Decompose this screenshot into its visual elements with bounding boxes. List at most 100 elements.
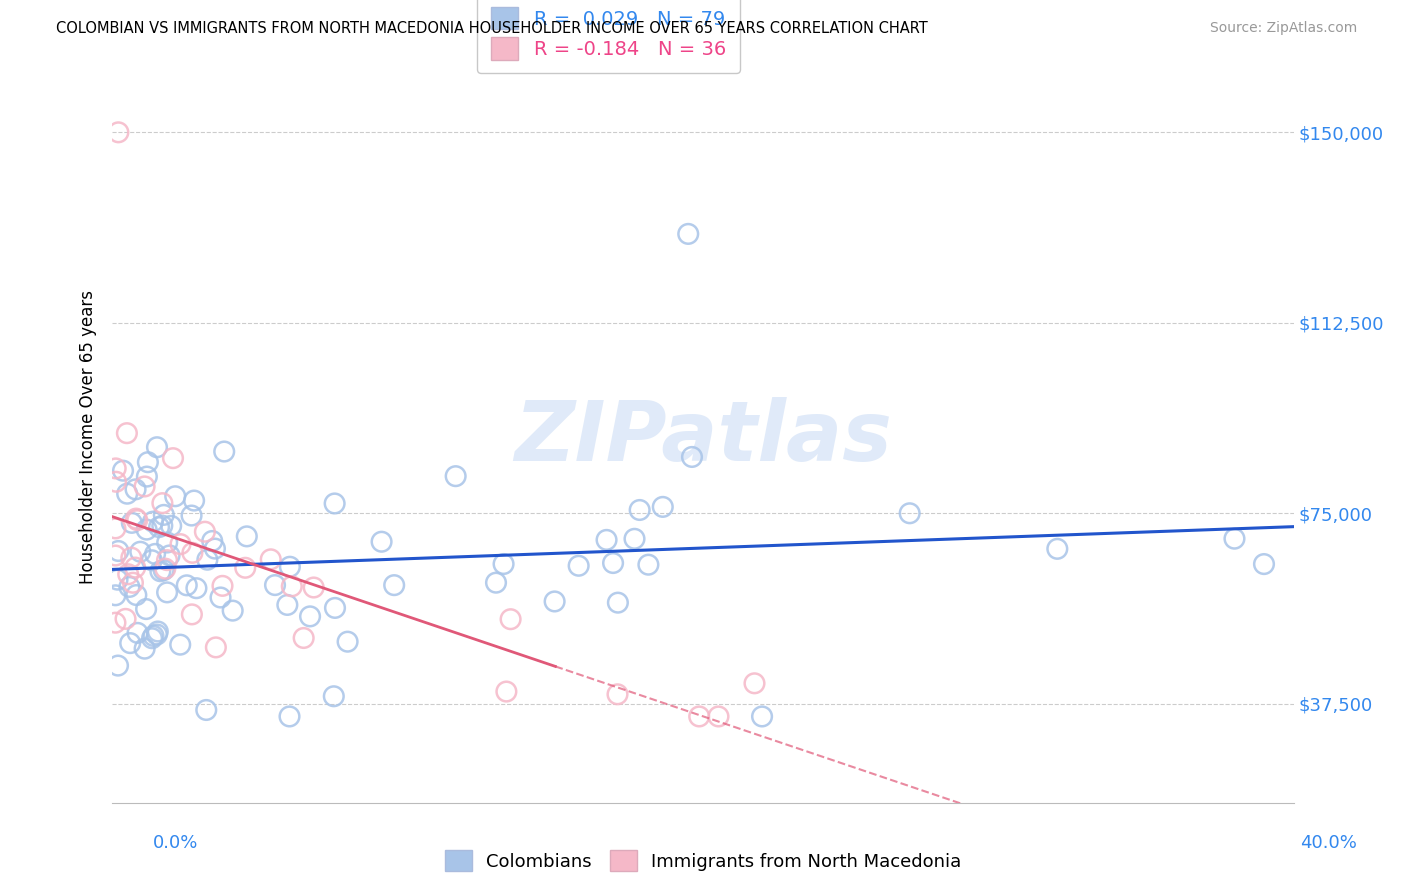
Point — [194, 524, 217, 539]
Point — [233, 561, 256, 575]
Point — [183, 493, 205, 508]
Point — [707, 709, 730, 723]
Point — [107, 658, 129, 673]
Text: COLOMBIAN VS IMMIGRANTS FROM NORTH MACEDONIA HOUSEHOLDER INCOME OVER 65 YEARS CO: COLOMBIAN VS IMMIGRANTS FROM NORTH MACED… — [56, 21, 928, 36]
Legend: Colombians, Immigrants from North Macedonia: Colombians, Immigrants from North Macedo… — [437, 843, 969, 879]
Point — [281, 579, 304, 593]
Point — [150, 518, 173, 533]
Point — [688, 709, 710, 723]
Point — [623, 532, 645, 546]
Point — [180, 508, 202, 523]
Point — [204, 541, 226, 556]
Point — [205, 640, 228, 655]
Point — [152, 563, 174, 577]
Point — [118, 580, 141, 594]
Text: ZIPatlas: ZIPatlas — [515, 397, 891, 477]
Point — [606, 687, 628, 701]
Point — [104, 461, 127, 475]
Point — [898, 506, 921, 520]
Point — [155, 562, 177, 576]
Point — [212, 444, 235, 458]
Point — [176, 578, 198, 592]
Point — [637, 558, 659, 572]
Point — [122, 575, 145, 590]
Point — [141, 631, 163, 645]
Point — [152, 496, 174, 510]
Point — [160, 519, 183, 533]
Point — [169, 638, 191, 652]
Point — [181, 546, 204, 560]
Point — [186, 581, 208, 595]
Point — [127, 626, 149, 640]
Point — [499, 612, 522, 626]
Point — [485, 575, 508, 590]
Point — [134, 479, 156, 493]
Point — [107, 573, 129, 587]
Point — [276, 598, 298, 612]
Point — [236, 529, 259, 543]
Point — [568, 558, 591, 573]
Point — [120, 550, 142, 565]
Point — [681, 450, 703, 464]
Point — [146, 440, 169, 454]
Point — [124, 483, 146, 497]
Point — [143, 547, 166, 561]
Point — [135, 469, 157, 483]
Point — [104, 549, 127, 563]
Point — [336, 634, 359, 648]
Point — [209, 591, 232, 605]
Point — [1253, 557, 1275, 571]
Point — [302, 581, 325, 595]
Point — [292, 631, 315, 645]
Point — [156, 553, 179, 567]
Point — [121, 516, 143, 530]
Point — [142, 629, 165, 643]
Point — [112, 464, 135, 478]
Point — [107, 544, 129, 558]
Point — [628, 503, 651, 517]
Point — [606, 596, 628, 610]
Point — [146, 627, 169, 641]
Point — [492, 557, 515, 571]
Point — [124, 560, 146, 574]
Point — [120, 636, 142, 650]
Point — [678, 227, 700, 241]
Point — [264, 578, 287, 592]
Point — [129, 545, 152, 559]
Point — [105, 475, 128, 489]
Point — [1223, 532, 1246, 546]
Y-axis label: Householder Income Over 65 years: Householder Income Over 65 years — [79, 290, 97, 584]
Point — [146, 624, 169, 639]
Point — [165, 489, 187, 503]
Point — [148, 520, 170, 534]
Point — [323, 496, 346, 510]
Point — [107, 125, 129, 139]
Point — [141, 553, 163, 567]
Legend: R =  0.029   N = 79, R = -0.184   N = 36: R = 0.029 N = 79, R = -0.184 N = 36 — [478, 0, 740, 73]
Point — [382, 578, 405, 592]
Point — [278, 709, 301, 723]
Point — [162, 451, 184, 466]
Point — [135, 523, 157, 537]
Point — [495, 684, 517, 698]
Point — [104, 521, 127, 535]
Text: 40.0%: 40.0% — [1301, 834, 1357, 852]
Point — [751, 709, 773, 723]
Point — [153, 508, 176, 522]
Point — [115, 486, 138, 500]
Point — [195, 552, 218, 566]
Point — [299, 609, 322, 624]
Point — [260, 552, 283, 566]
Point — [201, 533, 224, 548]
Point — [323, 601, 346, 615]
Point — [602, 556, 624, 570]
Point — [1046, 541, 1069, 556]
Point — [159, 549, 181, 563]
Point — [595, 533, 617, 547]
Point — [104, 588, 127, 602]
Point — [543, 594, 565, 608]
Text: Source: ZipAtlas.com: Source: ZipAtlas.com — [1209, 21, 1357, 35]
Point — [134, 641, 156, 656]
Point — [651, 500, 673, 514]
Point — [135, 602, 157, 616]
